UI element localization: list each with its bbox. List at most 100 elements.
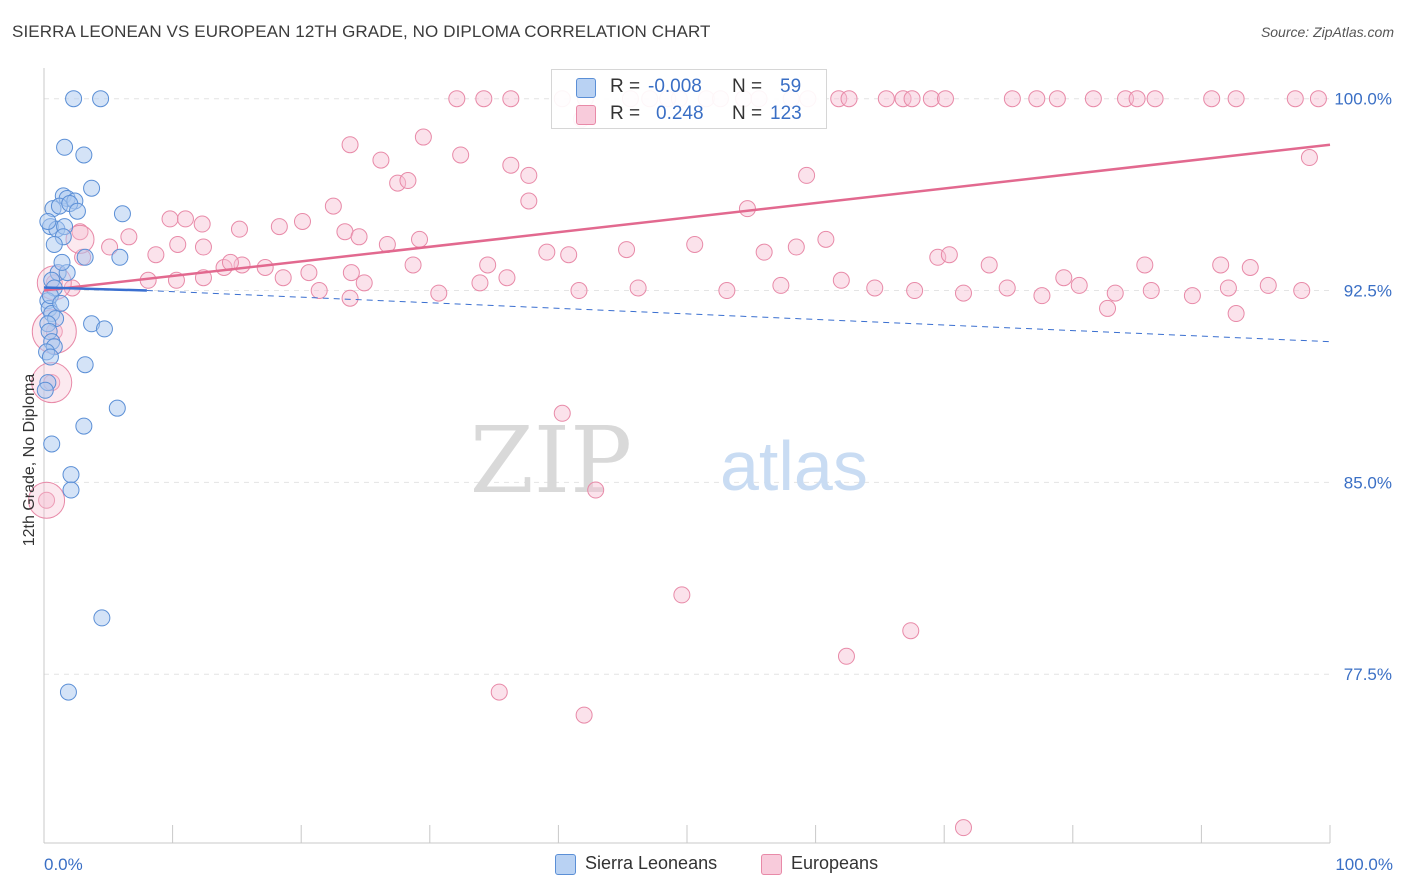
source-label[interactable]: Source: ZipAtlas.com [1260, 24, 1394, 40]
europeans-point [293, 212, 311, 230]
europeans-point [300, 264, 318, 282]
europeans-point [310, 282, 328, 300]
europeans-point [1212, 256, 1230, 274]
europeans-point [161, 210, 179, 228]
sierra-leoneans-point [68, 202, 86, 220]
europeans-point [1033, 287, 1051, 305]
europeans-point [538, 243, 556, 261]
europeans-point [1146, 90, 1164, 108]
europeans-point [1099, 299, 1117, 317]
legend-label: Sierra Leoneans [585, 853, 718, 873]
y-axis-label: 12th Grade, No Diploma [21, 373, 38, 547]
europeans-point [629, 279, 647, 297]
sierra-leoneans-point [108, 399, 126, 417]
europeans-point [176, 210, 194, 228]
europeans-point [194, 238, 212, 256]
europeans-point [1286, 90, 1304, 108]
europeans-point [830, 90, 848, 108]
sierra-leoneans-point [83, 179, 101, 197]
x-tick-label: 0.0% [44, 855, 83, 874]
europeans-point [1309, 90, 1327, 108]
europeans-point [101, 238, 119, 256]
europeans-point [452, 146, 470, 164]
y-tick-label: 100.0% [1334, 90, 1392, 109]
europeans-point [490, 683, 508, 701]
europeans-point [169, 235, 187, 253]
europeans-point [1219, 279, 1237, 297]
n-value: 123 [770, 103, 802, 124]
europeans-point [1203, 90, 1221, 108]
sierra-leoneans-point [76, 248, 94, 266]
europeans-point [1259, 276, 1277, 294]
pink-swatch [576, 105, 596, 125]
r-value: 0.248 [656, 103, 704, 124]
europeans-point [1136, 256, 1154, 274]
sierra-leoneans-point [52, 294, 70, 312]
n-value: 59 [780, 76, 802, 97]
tick-labels: 100.0% 92.5% 85.0% 77.5% 0.0% 100.0% [44, 90, 1393, 874]
y-tick-label: 77.5% [1344, 665, 1392, 684]
europeans-points [28, 90, 1327, 837]
europeans-point [673, 586, 691, 604]
europeans-point [520, 166, 538, 184]
sierra-leoneans-point [92, 90, 110, 108]
sierra-leoneans-point [36, 381, 54, 399]
watermark-zip: ZIP [470, 407, 632, 514]
europeans-point [230, 220, 248, 238]
europeans-point [1227, 90, 1245, 108]
europeans-point [940, 246, 958, 264]
europeans-point [1128, 90, 1146, 108]
europeans-point [1070, 276, 1088, 294]
europeans-point [502, 156, 520, 174]
europeans-point [120, 228, 138, 246]
europeans-point [686, 235, 704, 253]
europeans-point [355, 274, 373, 292]
chart-title: SIERRA LEONEAN VS EUROPEAN 12TH GRADE, N… [12, 22, 711, 41]
europeans-point [906, 282, 924, 300]
europeans-point [502, 90, 520, 108]
europeans-point [1106, 284, 1124, 302]
europeans-point [414, 128, 432, 146]
europeans-point [877, 90, 895, 108]
axes [43, 68, 1331, 844]
europeans-point [498, 269, 516, 287]
sierra-leoneans-point [59, 683, 77, 701]
europeans-point [147, 246, 165, 264]
europeans-point [903, 90, 921, 108]
legend-label: Europeans [791, 853, 879, 873]
europeans-point [341, 289, 359, 307]
europeans-point [1142, 282, 1160, 300]
legend-row-sierra-leoneans: R = -0.008 N = 59 [552, 74, 826, 98]
blue-swatch [576, 78, 596, 98]
europeans-point [430, 284, 448, 302]
europeans-point [270, 218, 288, 236]
x-tick-label: 100.0% [1335, 855, 1393, 874]
sierra-leoneans-point [75, 417, 93, 435]
europeans-point [1293, 282, 1311, 300]
europeans-point [448, 90, 466, 108]
blue-swatch [555, 854, 576, 875]
europeans-point [954, 284, 972, 302]
r-label: R = [610, 103, 641, 124]
europeans-point [837, 647, 855, 665]
europeans-point [954, 819, 972, 837]
europeans-point [1028, 90, 1046, 108]
n-label: N = [732, 76, 763, 97]
europeans-point [475, 90, 493, 108]
r-label: R = [610, 76, 641, 97]
europeans-point [1048, 90, 1066, 108]
europeans-point [587, 481, 605, 499]
sierra-leoneans-point [56, 138, 74, 156]
europeans-point [1003, 90, 1021, 108]
europeans-point [902, 622, 920, 640]
europeans-point [342, 264, 360, 282]
europeans-point [341, 136, 359, 154]
watermark: ZIP atlas [470, 407, 868, 514]
legend-row-europeans: R = 0.248 N = 123 [552, 101, 826, 125]
europeans-point [560, 246, 578, 264]
sierra-leoneans-point [62, 466, 80, 484]
europeans-point [618, 241, 636, 259]
europeans-point [832, 271, 850, 289]
n-label: N = [732, 103, 763, 124]
europeans-point [411, 230, 429, 248]
